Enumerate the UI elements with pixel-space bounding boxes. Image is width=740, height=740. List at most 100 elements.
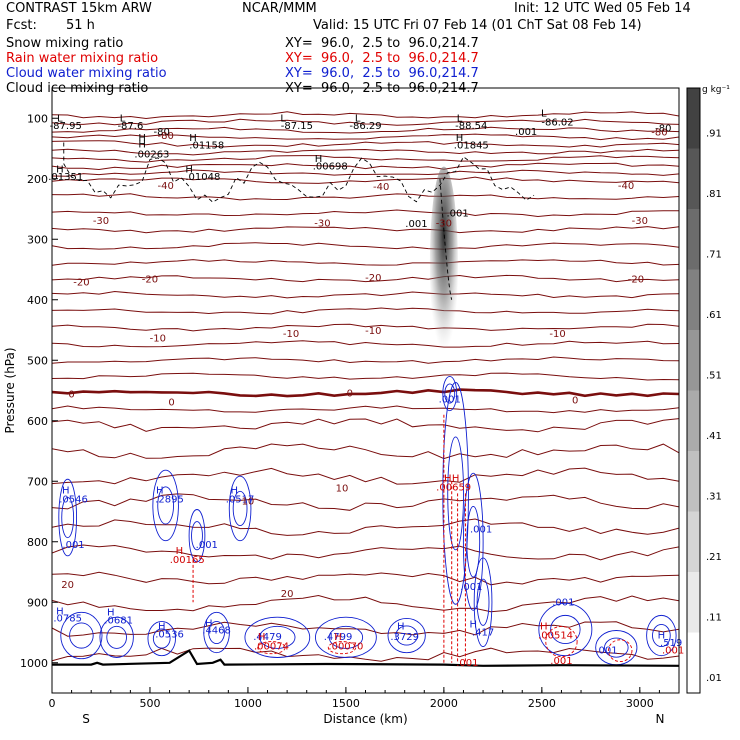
cloud-water-label: .519 xyxy=(660,638,682,649)
isotherm-line xyxy=(52,544,679,561)
isotherm-label: 10 xyxy=(336,483,349,494)
colorbar-bin xyxy=(687,209,700,270)
rain-label: .00070 xyxy=(328,641,363,652)
cloud-water-contour xyxy=(106,625,127,649)
colorbar-frame xyxy=(686,87,701,694)
y-tick-label: 400 xyxy=(27,294,48,307)
snow-label: -87.95 xyxy=(50,121,82,132)
cloud-water-contours xyxy=(58,375,677,666)
isotherm-line xyxy=(52,140,679,148)
snow-contour xyxy=(63,142,535,203)
isotherm-line xyxy=(52,162,679,171)
snow-label: H xyxy=(138,139,146,150)
isotherm-label: -40 xyxy=(618,181,634,192)
colorbar-bin xyxy=(687,451,700,512)
y-tick-label: 200 xyxy=(27,173,48,186)
isotherm-line xyxy=(52,176,679,184)
rain-contour xyxy=(257,641,286,655)
colorbar-tick-label: .71 xyxy=(706,250,722,261)
isotherm-line xyxy=(52,647,679,662)
cloud-ice-field xyxy=(429,166,458,361)
isotherm-label: -30 xyxy=(93,216,109,227)
colorbar-bin xyxy=(687,390,700,451)
cloud-water-label: .0785 xyxy=(53,614,82,625)
isotherm-line xyxy=(52,226,679,234)
rain-contours xyxy=(192,414,633,663)
rain-label: H xyxy=(452,473,460,484)
snow-label: H xyxy=(456,133,464,144)
fcst-value: 51 h xyxy=(66,18,95,33)
cloud-water-contour xyxy=(315,616,377,658)
colorbar-tick-label: .41 xyxy=(706,431,722,442)
snow-label: H xyxy=(56,165,64,176)
cloud-water-label: H xyxy=(205,618,213,629)
snow-label: L xyxy=(57,113,63,124)
cloud-water-label: .4468 xyxy=(202,626,231,637)
isotherm-label: -10 xyxy=(150,333,166,344)
isotherm-line xyxy=(52,372,679,381)
snow-contours xyxy=(63,142,535,300)
isotherm-line xyxy=(52,594,679,613)
snow-label: .01351 xyxy=(48,172,83,183)
colorbar-unit: g kg⁻¹ xyxy=(702,85,730,95)
snow-label: -86.02 xyxy=(541,118,573,129)
cloud-water-contour xyxy=(228,475,252,542)
model-title: CONTRAST 15km ARW xyxy=(6,1,152,16)
rain-label: .001 xyxy=(662,646,684,657)
snow-label: -88.54 xyxy=(455,121,487,132)
cloud-water-label: .001 xyxy=(460,582,482,593)
snow-label: H xyxy=(138,133,146,144)
cloud-water-contour xyxy=(442,375,458,412)
rain-label: .001 xyxy=(550,656,572,667)
plot-frame xyxy=(51,87,680,694)
snow-label: L xyxy=(120,113,126,124)
rain-contour xyxy=(327,641,357,655)
y-tick-label: 1000 xyxy=(20,657,48,670)
cloud-water-contour xyxy=(473,557,493,648)
cloud-water-contour xyxy=(444,383,456,404)
cloud-water-label: .2895 xyxy=(155,494,184,505)
axes: 0 500 1000 1500 2000 2500 30001002003004005006… xyxy=(3,112,664,726)
rain-label: H xyxy=(444,473,452,484)
rain-contour xyxy=(608,639,633,662)
x-tick-label: 500 xyxy=(139,697,160,710)
isotherm-line xyxy=(52,443,679,460)
colorbar-bin xyxy=(687,148,700,209)
cloud-water-contour xyxy=(61,496,75,539)
x-tick-label: 1500 xyxy=(332,697,360,710)
cloud-water-label: .001 xyxy=(62,540,84,551)
x-axis-label: Distance (km) xyxy=(323,712,407,726)
y-tick-label: 500 xyxy=(27,354,48,367)
isotherm-line xyxy=(52,405,679,414)
snow-label: L xyxy=(457,113,463,124)
fcst-label: Fcst: xyxy=(6,18,37,33)
isotherm-label: -80 xyxy=(651,128,667,139)
cloud-water-label: .0517 xyxy=(226,494,255,505)
field-name-snow: Snow mixing ratio xyxy=(6,36,124,51)
cloud-water-contour xyxy=(58,478,78,557)
isotherm-line xyxy=(52,518,679,536)
rain-label: .001 xyxy=(456,658,478,669)
isotherm-label: -10 xyxy=(549,329,565,340)
isotherm-line xyxy=(52,307,679,315)
isotherm-line xyxy=(52,242,679,250)
cloud-water-contour xyxy=(646,614,677,657)
cloud-water-label: .4799 xyxy=(324,632,353,643)
snow-label: .01048 xyxy=(185,172,220,183)
y-axis-label: Pressure (hPa) xyxy=(3,347,17,433)
colorbar-tick-label: .61 xyxy=(706,310,722,321)
x-tick-label: 0 xyxy=(49,697,56,710)
rain-contour xyxy=(545,626,578,658)
snow-label: .001 xyxy=(446,208,468,219)
rain-label: H xyxy=(334,632,342,643)
snow-label: L xyxy=(541,108,547,119)
isotherm-line xyxy=(52,467,679,485)
x-tick-label: 2500 xyxy=(528,697,556,710)
rain-label: .00659 xyxy=(436,482,471,493)
snow-label: -80 xyxy=(655,124,671,135)
cloud-water-label: .001 xyxy=(595,646,617,657)
isotherm-label: 0 xyxy=(572,396,578,407)
isotherm-label: 0 xyxy=(168,397,174,408)
isotherm-label: -30 xyxy=(632,216,648,227)
rain-label: .00074 xyxy=(254,641,289,652)
